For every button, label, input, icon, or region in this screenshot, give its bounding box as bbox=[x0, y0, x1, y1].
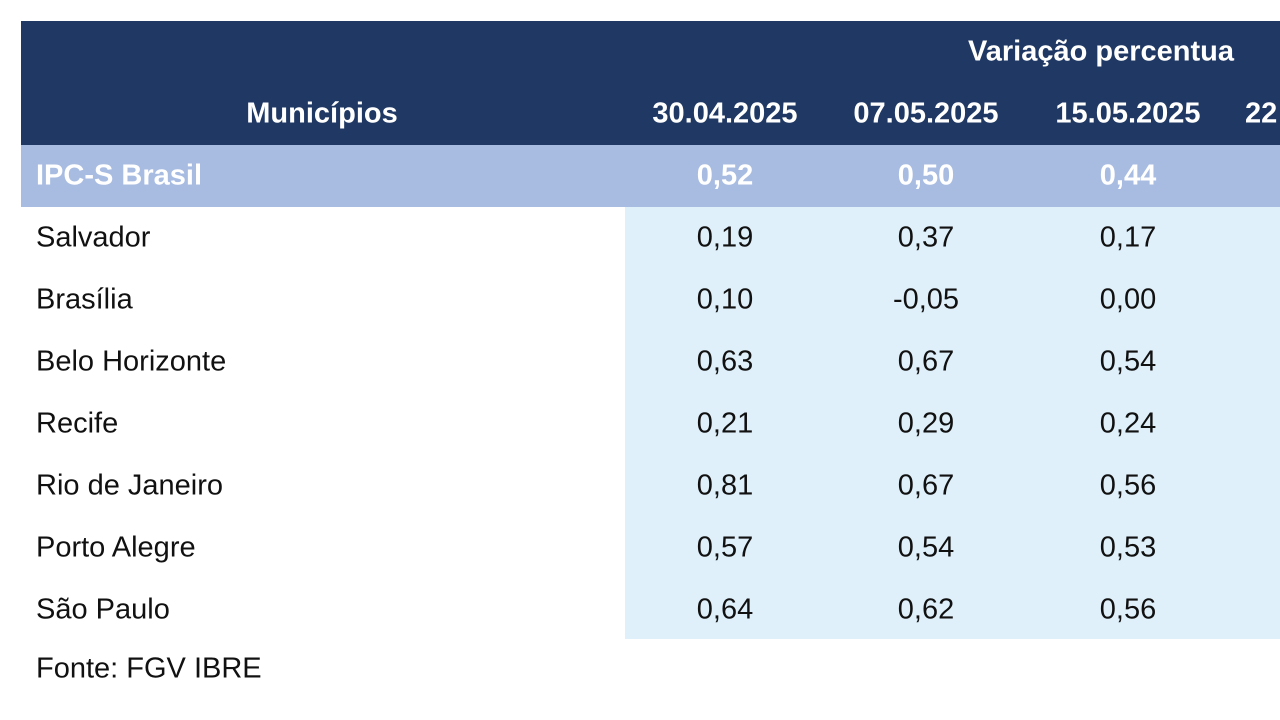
cell-value: 0,56 bbox=[1099, 593, 1157, 626]
cell-value: 0,37 bbox=[897, 221, 955, 254]
cell-value: 0,81 bbox=[696, 469, 754, 502]
row-label: Belo Horizonte bbox=[36, 345, 227, 378]
cell-value: 0,63 bbox=[696, 345, 754, 378]
row-label: Rio de Janeiro bbox=[36, 469, 223, 502]
date-header: 30.04.2025 bbox=[652, 97, 798, 130]
group-header: Variação percentua bbox=[968, 35, 1234, 68]
cell-value: 0,17 bbox=[1099, 221, 1157, 254]
cell-value: 0,29 bbox=[897, 407, 955, 440]
cell-value: 0,54 bbox=[897, 531, 955, 564]
cell-value: 0,00 bbox=[1099, 283, 1157, 316]
cell-value: 0,67 bbox=[897, 469, 955, 502]
cell-value: 0,64 bbox=[696, 593, 754, 626]
date-header: 15.05.2025 bbox=[1055, 97, 1201, 130]
cell-value: 0,19 bbox=[696, 221, 754, 254]
date-header: 22 bbox=[1245, 97, 1278, 130]
data-band bbox=[625, 207, 1280, 639]
cell-value: 0,57 bbox=[696, 531, 754, 564]
row-label: Salvador bbox=[36, 221, 151, 254]
cell-value: 0,56 bbox=[1099, 469, 1157, 502]
date-header: 07.05.2025 bbox=[853, 97, 999, 130]
cell-value: 0,53 bbox=[1099, 531, 1157, 564]
cell-value: -0,05 bbox=[892, 283, 960, 316]
cell-value: 0,54 bbox=[1099, 345, 1157, 378]
row-label: Porto Alegre bbox=[36, 531, 196, 564]
cell-value: 0,62 bbox=[897, 593, 955, 626]
column-header: Municípios bbox=[246, 97, 398, 130]
row-label: IPC-S Brasil bbox=[36, 159, 202, 192]
cell-value: 0,50 bbox=[897, 159, 955, 192]
cell-value: 0,24 bbox=[1099, 407, 1157, 440]
cell-value: 0,10 bbox=[696, 283, 754, 316]
row-label: Brasília bbox=[36, 283, 133, 316]
row-label: Recife bbox=[36, 407, 119, 440]
footer: Fonte: FGV IBRE bbox=[36, 652, 262, 685]
row-label: São Paulo bbox=[36, 593, 170, 626]
summary-band bbox=[21, 145, 1280, 207]
cell-value: 0,21 bbox=[696, 407, 754, 440]
cell-value: 0,67 bbox=[897, 345, 955, 378]
header-band bbox=[21, 21, 1280, 145]
cell-value: 0,44 bbox=[1099, 159, 1157, 192]
cell-value: 0,52 bbox=[696, 159, 754, 192]
